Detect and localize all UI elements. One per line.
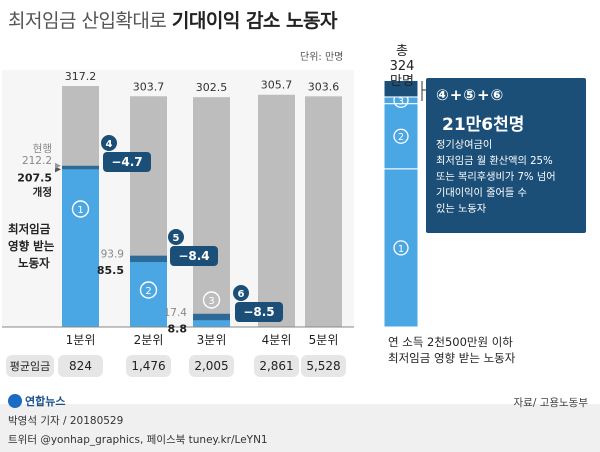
affected-label-line: 노동자 — [18, 256, 50, 270]
note-line: 최저임금 영향 받는 노동자 — [388, 351, 516, 365]
right-bar-segment — [383, 103, 419, 170]
callout-amount: 21만6천명 — [442, 115, 525, 135]
diff-tag-value: −4.7 — [111, 155, 142, 169]
total-bar — [193, 97, 230, 327]
diff-band — [130, 255, 167, 263]
avg-wage-pill — [189, 355, 234, 377]
right-bar-note: 연 소득 2천500만원 이하 최저임금 영향 받는 노동자 — [388, 334, 515, 366]
revised-value: 207.5 — [17, 171, 52, 184]
diff-tag — [170, 246, 218, 266]
byline: 박영석 기자 / 20180529 — [8, 415, 124, 427]
tag-number-text: 4 — [106, 139, 113, 150]
affected-label-line: 영향 받는 — [8, 239, 55, 253]
callout-desc-line: 기대이익이 줄어들 수 — [436, 188, 527, 199]
unit-label: 단위: 만명 — [300, 52, 344, 63]
current-value: 93.9 — [101, 249, 124, 261]
right-bar-total: 총 324 만명 — [384, 44, 420, 89]
circled-number — [202, 291, 221, 309]
total-bar — [305, 96, 342, 327]
callout-desc-line: 또는 복리후생비가 7% 넘어 — [436, 172, 556, 183]
right-bar-circled-text: 3 — [398, 96, 404, 107]
avg-wage-pill — [58, 355, 103, 377]
total-label: 305.7 — [261, 79, 293, 92]
right-bar-total-line1: 총 324 — [389, 44, 415, 74]
tag-number-text: 5 — [173, 233, 180, 244]
right-bar-circled-text: 2 — [398, 132, 404, 143]
revised-bar — [62, 169, 99, 327]
circled-number-text: 3 — [208, 296, 214, 307]
category-label: 2분위 — [134, 333, 164, 347]
diff-tag-value: −8.5 — [243, 305, 274, 319]
affected-label-line: 최저임금 — [8, 222, 51, 236]
avg-wage-label-pill — [6, 355, 54, 377]
total-bar — [258, 94, 295, 327]
source-note: 자료/ 고용노동부 — [513, 397, 589, 409]
revised-value: 85.5 — [97, 264, 124, 277]
circled-number — [71, 200, 90, 218]
category-label: 1분위 — [66, 333, 96, 347]
avg-wage-value: 1,476 — [131, 359, 165, 373]
tag-number-badge — [101, 135, 117, 151]
current-value: 212.2 — [22, 155, 52, 167]
publisher-logo: 연합뉴스 — [8, 393, 65, 409]
tag-number-badge — [168, 229, 184, 245]
revised-text: 개정 — [33, 185, 52, 198]
pointer-triangle — [55, 162, 61, 169]
callout-box: ④+⑤+⑥ 21만6천명 정기상여금이 최저임금 월 환산액의 25% 또는 복… — [426, 78, 586, 233]
callout-desc-line: 있는 노동자 — [436, 204, 487, 215]
circled-number-text: 1 — [77, 205, 83, 216]
footer-band — [0, 404, 600, 452]
total-label: 303.7 — [133, 80, 165, 93]
avg-wage-value: 2,005 — [194, 359, 228, 373]
avg-wage-value: 2,861 — [259, 359, 293, 373]
tag-number-badge — [233, 285, 249, 301]
right-bar-segment — [383, 79, 419, 98]
callout-desc-line: 정기상여금이 — [436, 140, 493, 151]
circled-number-text: 2 — [145, 286, 151, 297]
title-bold: 기대이익 감소 노동자 — [171, 10, 338, 32]
bar-chart: 317.2 1분위 824 303.7 2분위 1,476 302.5 3분위 2,005 305… — [2, 70, 426, 377]
right-bar-circled — [393, 128, 409, 144]
avg-wage-pill — [254, 355, 299, 377]
avg-wage-label: 평균임금 — [10, 360, 50, 373]
current-value: 17.4 — [164, 307, 188, 319]
category-label: 4분위 — [262, 333, 292, 347]
total-label: 303.6 — [308, 80, 340, 93]
chart-title: 최저임금 산입확대로 기대이익 감소 노동자 — [8, 6, 337, 33]
avg-wage-pill — [126, 355, 171, 377]
diff-band — [193, 313, 230, 321]
tag-number-text: 6 — [238, 289, 245, 300]
diff-tag — [103, 152, 151, 172]
right-bar-circled-text: 1 — [398, 244, 404, 255]
avg-wage-value: 5,528 — [306, 359, 340, 373]
right-bar-circled — [393, 240, 409, 256]
diff-tag-value: −8.4 — [178, 249, 209, 263]
logo-text: 연합뉴스 — [25, 395, 66, 408]
callout-desc-line: 최저임금 월 환산액의 25% — [436, 156, 553, 167]
revised-bar — [130, 262, 167, 327]
avg-wage-pill — [301, 355, 346, 377]
note-line: 연 소득 2천500만원 이하 — [388, 335, 513, 349]
total-label: 317.2 — [65, 70, 97, 83]
logo-icon — [8, 394, 22, 408]
revised-value: 8.8 — [168, 322, 188, 335]
title-light: 최저임금 산입확대로 — [8, 10, 167, 32]
diff-tag — [235, 302, 283, 322]
diff-band — [62, 165, 99, 170]
category-label: 5분위 — [309, 333, 339, 347]
callout-description: 정기상여금이 최저임금 월 환산액의 25% 또는 복리후생비가 7% 넘어 기… — [436, 138, 584, 218]
circled-number — [139, 281, 158, 299]
total-label: 302.5 — [196, 81, 228, 94]
avg-wage-value: 824 — [69, 359, 92, 373]
contact-line: 트위터 @yonhap_graphics, 페이스북 tuney.kr/LeYN… — [8, 434, 268, 446]
right-bar-total-line2: 만명 — [390, 74, 414, 89]
right-bar-segment — [383, 168, 419, 328]
callout-head: ④+⑤+⑥ — [436, 86, 505, 104]
revised-bar — [193, 320, 230, 327]
plot-background — [2, 70, 354, 327]
current-text: 현행 — [33, 143, 52, 155]
category-label: 3분위 — [197, 333, 227, 347]
